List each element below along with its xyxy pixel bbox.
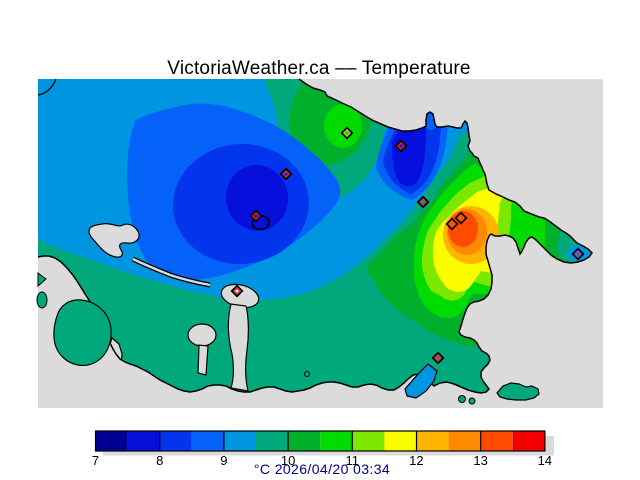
svg-text:°C 2026/04/20 03:34: °C 2026/04/20 03:34 xyxy=(254,461,390,477)
svg-text:8: 8 xyxy=(156,453,163,468)
svg-text:7: 7 xyxy=(92,453,99,468)
svg-text:VictoriaWeather.ca –– Temperat: VictoriaWeather.ca –– Temperature xyxy=(167,58,470,79)
svg-text:9: 9 xyxy=(220,453,227,468)
svg-text:11: 11 xyxy=(346,453,360,468)
svg-text:12: 12 xyxy=(409,453,423,468)
svg-text:13: 13 xyxy=(473,453,487,468)
svg-text:10: 10 xyxy=(281,453,295,468)
svg-text:14: 14 xyxy=(538,453,552,468)
